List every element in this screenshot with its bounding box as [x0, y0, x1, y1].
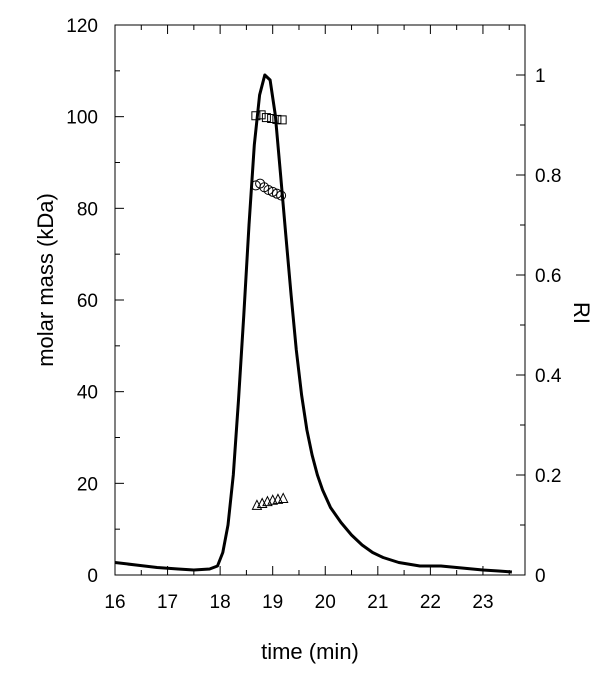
y-left-tick-label: 60 [77, 291, 98, 312]
tick-labels: 16 17 18 19 20 21 22 23 0 20 40 60 80 100 120 0 0.2 0.4 0.… [66, 16, 562, 613]
y-right-tick-label: 0.6 [535, 266, 561, 287]
y-left-tick-label: 120 [66, 16, 98, 37]
plot-frame [114, 24, 526, 576]
x-tick-label: 17 [157, 592, 178, 613]
y-right-tick-label: 0.4 [535, 366, 562, 387]
square-marker [261, 113, 271, 123]
series-square-markers [251, 110, 287, 125]
y-axis-left-title: molar mass (kDa) [33, 193, 58, 367]
circle-marker [276, 190, 287, 201]
y-left-tick-label: 40 [77, 383, 98, 404]
x-tick-label: 16 [104, 592, 125, 613]
series-circle-markers [250, 178, 287, 201]
y-axis-right-title: RI [569, 302, 594, 324]
series-triangle-markers [251, 492, 289, 510]
x-tick-label: 22 [420, 592, 441, 613]
y-left-tick-label: 0 [87, 566, 98, 587]
square-marker [267, 114, 277, 123]
y-left-tick-label: 80 [77, 199, 98, 220]
triangle-marker [277, 492, 289, 503]
y-left-tick-label: 20 [77, 474, 98, 495]
x-tick-label: 23 [472, 592, 493, 613]
x-tick-label: 18 [210, 592, 231, 613]
y-right-tick-label: 0.2 [535, 466, 561, 487]
tick-marks [114, 24, 525, 576]
y-right-tick-label: 0 [535, 566, 546, 587]
y-left-tick-label: 100 [66, 108, 98, 129]
ri-trace-line [114, 73, 513, 574]
x-tick-label: 21 [367, 592, 388, 613]
x-tick-label: 20 [315, 592, 336, 613]
ri-trace-layer [114, 73, 513, 574]
square-marker [277, 115, 287, 125]
y-right-tick-label: 1 [535, 66, 546, 87]
square-marker [256, 110, 266, 120]
x-axis-title: time (min) [261, 639, 359, 664]
square-marker [251, 111, 261, 121]
x-tick-label: 19 [262, 592, 283, 613]
square-marker [272, 114, 282, 124]
marker-series-layer [250, 110, 289, 510]
y-right-tick-label: 0.8 [535, 166, 561, 187]
